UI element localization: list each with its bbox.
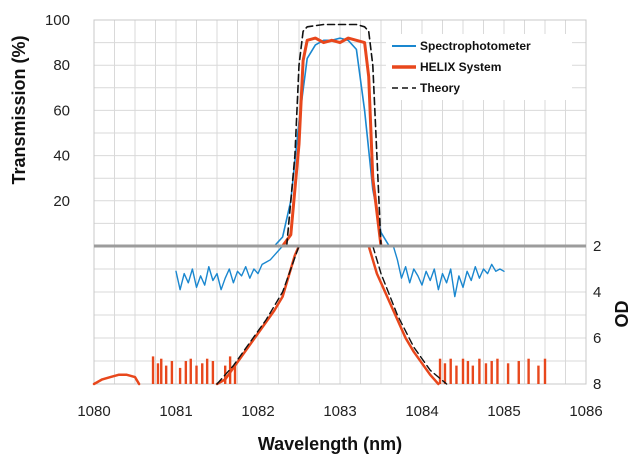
legend: Spectrophotometer HELIX System Theory [386, 34, 572, 100]
x-tick-label: 1083 [323, 403, 356, 420]
x-tick-label: 1084 [405, 403, 438, 420]
legend-label-spectrophotometer: Spectrophotometer [420, 39, 531, 53]
y-axis-title-right: OD [612, 300, 632, 327]
y-tick-label-od: 2 [593, 238, 601, 255]
series-helix-transmission [281, 36, 383, 248]
x-tick-label: 1082 [241, 403, 274, 420]
y-tick-label-transmission: 40 [53, 148, 70, 165]
y-tick-label-od: 6 [593, 330, 601, 347]
series-spectrophotometer-od-right [392, 245, 505, 298]
series-helix-od-edge [92, 373, 141, 386]
y-tick-label-transmission: 20 [53, 193, 70, 210]
x-tick-label: 1086 [569, 403, 602, 420]
series-helix-od-right-slope [367, 244, 440, 386]
series-theory-od-left [216, 245, 300, 385]
y-tick-label-transmission: 100 [45, 12, 70, 29]
x-axis-title: Wavelength (nm) [258, 434, 402, 454]
y-tick-label-transmission: 80 [53, 57, 70, 74]
x-tick-label: 1085 [487, 403, 520, 420]
y-tick-label-transmission: 60 [53, 102, 70, 119]
series-theory-od-right [372, 245, 448, 385]
plot-area-border [93, 19, 587, 385]
y-tick-label-od: 8 [593, 376, 601, 393]
tick-labels: 1080 1081 1082 1083 1084 1085 1086 20 40 60 80 100 2… [45, 12, 603, 420]
gridlines [94, 20, 586, 384]
series-theory-transmission [285, 23, 382, 247]
x-tick-label: 1081 [159, 403, 192, 420]
series-spectrophotometer-od-left [175, 245, 284, 291]
y-axis-title-left: Transmission (%) [9, 35, 29, 184]
legend-label-theory: Theory [420, 81, 460, 95]
y-tick-label-od: 4 [593, 284, 601, 301]
legend-label-helix: HELIX System [420, 60, 501, 74]
series-layer [92, 23, 547, 386]
x-tick-label: 1080 [77, 403, 110, 420]
legend-background [386, 34, 572, 100]
